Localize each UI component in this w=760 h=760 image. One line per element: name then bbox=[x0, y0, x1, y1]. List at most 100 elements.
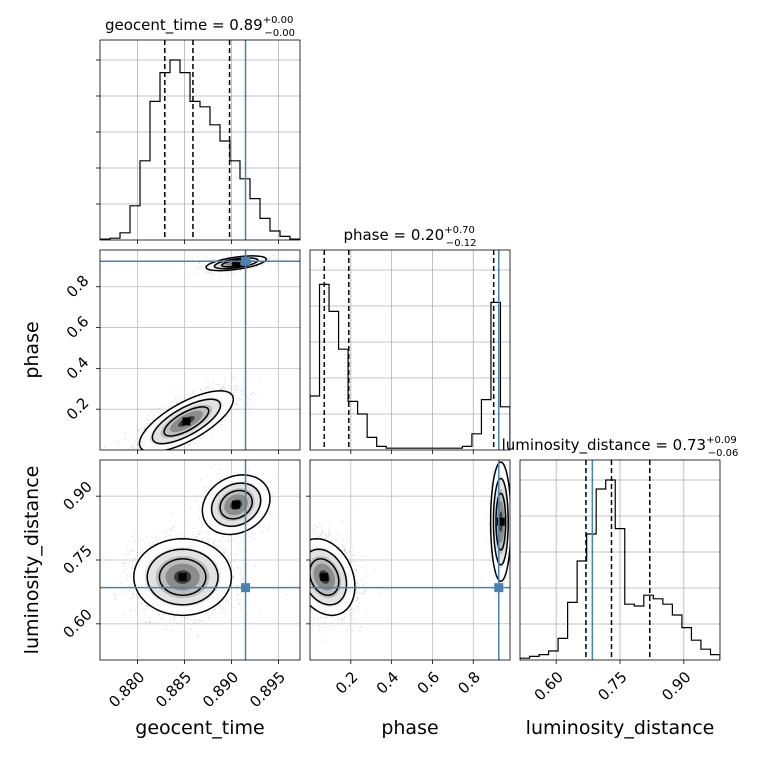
sample-point bbox=[150, 458, 151, 459]
sample-point bbox=[199, 533, 201, 536]
sample-point bbox=[197, 636, 199, 638]
sample-point bbox=[193, 272, 195, 274]
sample-point bbox=[204, 264, 206, 266]
sample-point bbox=[212, 273, 215, 275]
sample-point bbox=[168, 535, 171, 537]
sample-point bbox=[171, 630, 174, 632]
sample-point bbox=[141, 610, 143, 612]
sample-point bbox=[238, 598, 240, 600]
density-peak bbox=[178, 573, 187, 582]
sample-point bbox=[175, 390, 177, 393]
sample-point bbox=[222, 389, 224, 391]
sample-point bbox=[149, 546, 151, 548]
sample-point bbox=[291, 535, 292, 536]
sample-point bbox=[233, 607, 235, 609]
sample-point bbox=[324, 639, 326, 641]
sample-point bbox=[317, 617, 319, 619]
sample-point bbox=[198, 436, 200, 438]
sample-point bbox=[144, 605, 147, 607]
sample-point bbox=[172, 527, 174, 529]
sample-point bbox=[113, 579, 115, 581]
sample-point bbox=[269, 265, 271, 268]
sample-point bbox=[225, 549, 227, 551]
sample-point bbox=[254, 564, 256, 566]
sample-point bbox=[212, 259, 214, 261]
sample-point bbox=[133, 444, 135, 446]
sample-point bbox=[204, 614, 206, 616]
sample-point bbox=[237, 594, 239, 596]
density-peak bbox=[182, 417, 191, 426]
sample-point bbox=[223, 384, 225, 386]
sample-point bbox=[207, 531, 209, 533]
sample-point bbox=[208, 262, 211, 264]
sample-point bbox=[229, 539, 231, 542]
sample-point bbox=[208, 538, 210, 541]
sample-point bbox=[119, 589, 121, 591]
sample-point bbox=[157, 540, 159, 542]
sample-point bbox=[156, 535, 158, 537]
sample-point bbox=[127, 627, 129, 629]
sample-point bbox=[210, 466, 212, 468]
sample-point bbox=[160, 456, 161, 457]
sample-point bbox=[160, 618, 162, 620]
sample-point bbox=[219, 388, 221, 391]
contour-line bbox=[138, 390, 235, 450]
sample-point bbox=[308, 558, 309, 559]
sample-point bbox=[148, 607, 150, 609]
sample-point bbox=[177, 534, 179, 536]
sample-point bbox=[257, 524, 259, 526]
sample-point bbox=[193, 538, 195, 540]
sample-point bbox=[262, 473, 264, 476]
sample-point bbox=[169, 529, 171, 531]
sample-point bbox=[181, 620, 183, 622]
sample-point bbox=[203, 497, 205, 499]
title-value: geocent_time = 0.89 bbox=[105, 16, 263, 35]
sample-point bbox=[307, 581, 308, 582]
sample-point bbox=[115, 440, 117, 442]
sample-point bbox=[355, 579, 357, 581]
panel-title: luminosity_distance = 0.73+0.09 −0.06 bbox=[502, 435, 739, 459]
sample-point bbox=[122, 562, 124, 564]
sample-point bbox=[262, 530, 264, 533]
sample-point bbox=[197, 443, 199, 445]
sample-point bbox=[186, 443, 188, 446]
sample-point bbox=[344, 550, 346, 552]
sample-point bbox=[207, 538, 209, 541]
sample-point bbox=[229, 419, 231, 421]
sample-point bbox=[165, 453, 166, 454]
sample-point bbox=[128, 585, 130, 587]
sample-point bbox=[185, 446, 187, 448]
sample-point bbox=[267, 259, 269, 261]
sample-point bbox=[271, 499, 273, 501]
sample-point bbox=[201, 524, 204, 526]
sample-point bbox=[173, 618, 175, 620]
sample-point bbox=[276, 477, 278, 479]
sample-point bbox=[148, 419, 150, 421]
sample-point bbox=[328, 527, 330, 529]
sample-point bbox=[159, 611, 161, 613]
sample-point bbox=[124, 438, 126, 440]
sample-point bbox=[158, 452, 159, 453]
sample-point bbox=[133, 540, 136, 542]
sample-point bbox=[346, 609, 348, 611]
sample-point bbox=[232, 386, 234, 388]
sample-point bbox=[303, 571, 304, 572]
sample-point bbox=[234, 577, 236, 579]
sample-point bbox=[162, 455, 163, 456]
sample-point bbox=[311, 624, 313, 626]
sample-point bbox=[303, 544, 304, 545]
sample-point bbox=[180, 397, 182, 400]
sample-point bbox=[155, 451, 156, 452]
sample-point bbox=[193, 391, 195, 393]
sample-point bbox=[275, 257, 277, 259]
sample-point bbox=[310, 609, 312, 611]
sample-point bbox=[197, 619, 199, 621]
sample-point bbox=[145, 613, 147, 615]
sample-point bbox=[227, 556, 229, 558]
sample-point bbox=[335, 618, 337, 620]
sample-point bbox=[139, 598, 141, 600]
sample-point bbox=[232, 576, 234, 579]
sample-point bbox=[207, 271, 209, 273]
sample-point bbox=[199, 534, 201, 536]
sample-point bbox=[224, 387, 226, 389]
